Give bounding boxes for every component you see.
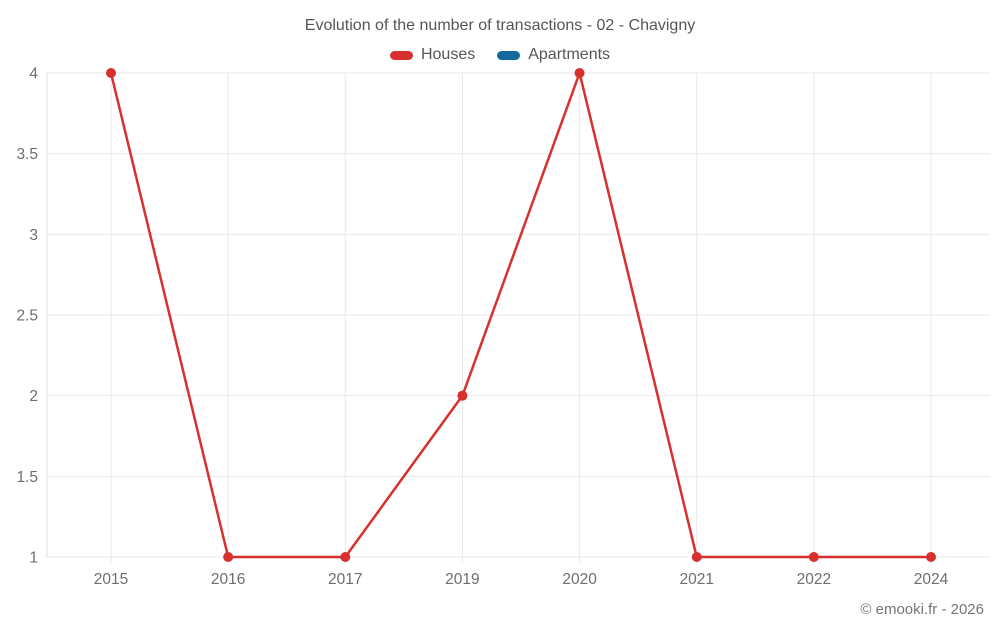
x-tick-label: 2016 bbox=[211, 571, 245, 588]
houses-point-2019[interactable] bbox=[457, 390, 468, 401]
x-tick-label: 2024 bbox=[914, 571, 949, 588]
y-tick-label: 2.5 bbox=[16, 308, 38, 325]
watermark: © emooki.fr - 2026 bbox=[860, 601, 984, 618]
chart-title: Evolution of the number of transactions … bbox=[304, 17, 696, 34]
houses-point-2022[interactable] bbox=[808, 552, 819, 562]
legend-label: Houses bbox=[420, 46, 476, 63]
houses-point-2016[interactable] bbox=[223, 552, 234, 562]
x-tick-label: 2015 bbox=[94, 571, 128, 588]
y-tick-label: 2 bbox=[29, 388, 38, 405]
houses-point-2017[interactable] bbox=[340, 552, 351, 562]
houses-point-2020[interactable] bbox=[574, 68, 585, 78]
x-tick-label: 2021 bbox=[679, 571, 713, 588]
legend-swatch-apartments bbox=[497, 50, 521, 60]
houses-point-2015[interactable] bbox=[106, 68, 116, 78]
y-tick-label: 3.5 bbox=[16, 146, 38, 163]
legend-item-apartments[interactable]: Apartments bbox=[497, 46, 610, 64]
houses-point-2021[interactable] bbox=[691, 552, 702, 562]
x-tick-label: 2020 bbox=[562, 571, 597, 588]
y-tick-label: 4 bbox=[29, 66, 38, 83]
y-tick-label: 1 bbox=[29, 550, 38, 567]
houses-point-2024[interactable] bbox=[926, 552, 936, 562]
x-tick-label: 2017 bbox=[328, 571, 362, 588]
houses-line bbox=[109, 68, 931, 559]
legend-label: Apartments bbox=[528, 46, 611, 63]
x-tick-label: 2022 bbox=[797, 571, 831, 588]
legend-swatch-houses bbox=[389, 50, 413, 60]
y-tick-label: 1.5 bbox=[16, 469, 38, 486]
x-tick-label: 2019 bbox=[445, 571, 479, 588]
legend: Houses Apartments bbox=[0, 46, 1000, 64]
y-tick-label: 3 bbox=[29, 227, 38, 244]
legend-item-houses[interactable]: Houses bbox=[389, 46, 476, 64]
